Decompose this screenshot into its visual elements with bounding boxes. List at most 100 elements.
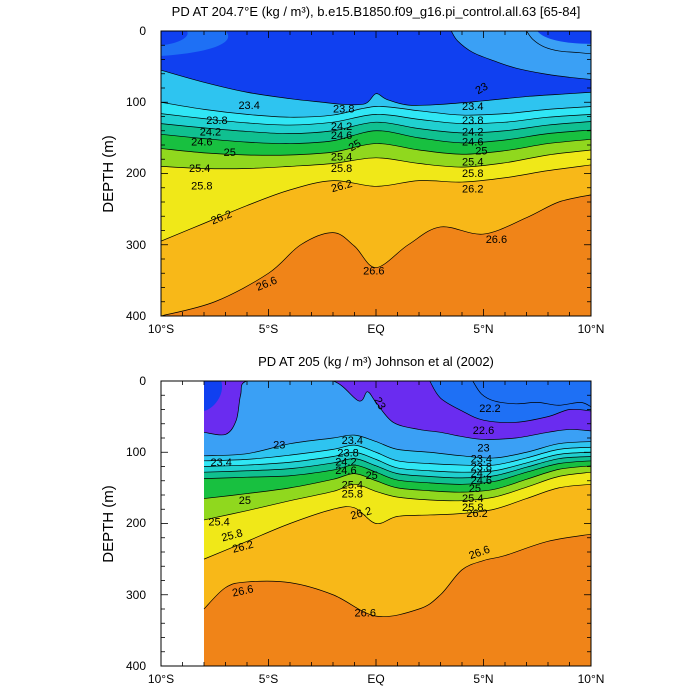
contour-label: 26.2 — [349, 505, 373, 522]
contour-line — [203, 483, 591, 560]
y-tick-label: 100 — [126, 95, 146, 109]
contour-label: 23.4 — [210, 457, 231, 469]
contour-line — [203, 381, 591, 440]
contour-line — [161, 164, 591, 242]
contour-label: 24.2 — [471, 468, 492, 480]
contour-label: 23 — [273, 439, 285, 451]
contour-line — [203, 451, 591, 473]
contour-label: 25.4 — [189, 163, 210, 175]
contour-label: 23 — [371, 395, 388, 412]
y-tick-label: 200 — [126, 516, 146, 530]
contour-label: 23.8 — [462, 115, 483, 127]
fill-layer — [161, 31, 591, 316]
contour-label: 24.2 — [331, 121, 352, 133]
contour-line — [450, 31, 591, 80]
contour-line — [161, 121, 591, 134]
density-band-fill — [161, 31, 188, 46]
contour-panel-model: PD AT 204.7°E (kg / m³), b.e15.B1850.f09… — [100, 4, 604, 336]
density-band-fill — [204, 381, 223, 411]
contour-label: 24.6 — [462, 136, 483, 148]
contour-label: 23.8 — [206, 115, 227, 127]
contour-label: 24.6 — [471, 475, 492, 487]
contour-label: 25.8 — [342, 489, 363, 501]
y-tick-label: 200 — [126, 166, 146, 180]
contour-label: 25 — [366, 470, 378, 482]
contour-label: 25.8 — [462, 168, 483, 180]
x-tick-label: 5°N — [473, 672, 493, 686]
x-tick-label: EQ — [367, 322, 384, 336]
x-tick-label: 5°S — [259, 322, 278, 336]
contour-label: 25 — [239, 495, 251, 507]
contour-label-layer: 22.222.623232323.423.423.423.823.824.224… — [208, 395, 500, 619]
contour-label: 24.2 — [200, 126, 221, 138]
fill-layer — [161, 381, 591, 666]
contour-label: 25.8 — [331, 163, 352, 175]
contour-label: 26.2 — [330, 178, 354, 195]
contour-label: 25.4 — [462, 493, 483, 505]
contour-label: 26.6 — [486, 234, 507, 246]
contour-label: 26.6 — [231, 583, 254, 599]
contour-line — [203, 471, 591, 521]
x-tick-label: 10°S — [148, 322, 174, 336]
contour-line — [161, 194, 591, 316]
y-tick-label: 400 — [126, 659, 146, 673]
axis-ticks — [160, 30, 592, 317]
contour-label: 26.6 — [363, 265, 384, 277]
contour-label: 25.4 — [462, 156, 483, 168]
x-tick-label: 5°N — [473, 322, 493, 336]
contour-line — [429, 381, 591, 423]
density-band-fill — [451, 31, 591, 316]
contour-line — [161, 138, 591, 156]
contour-label: 25.4 — [208, 516, 229, 528]
contour-label: 25 — [224, 147, 236, 159]
contour-line — [203, 434, 591, 459]
contour-label: 26.2 — [466, 508, 487, 520]
contour-label: 26.2 — [231, 539, 255, 556]
axis-ticks — [160, 380, 592, 667]
contour-label: 25.8 — [220, 527, 244, 544]
contour-label: 23.8 — [471, 462, 492, 474]
contour-label: 24.2 — [462, 126, 483, 138]
density-band-fill — [204, 534, 591, 666]
contour-label: 23.4 — [471, 454, 492, 466]
contour-label: 24.2 — [335, 457, 356, 469]
contour-label: 25.4 — [342, 479, 363, 491]
contour-line — [203, 456, 591, 479]
contour-label: 25.8 — [462, 502, 483, 514]
contour-label: 23.4 — [462, 101, 483, 113]
y-axis-label: DEPTH (m) — [100, 485, 117, 563]
contour-line-layer — [203, 381, 591, 618]
contour-label: 24.6 — [331, 130, 352, 142]
x-tick-label: 5°S — [259, 672, 278, 686]
density-band-fill — [537, 31, 591, 44]
contour-label: 23.8 — [337, 447, 358, 459]
contour-label: 26.2 — [462, 183, 483, 195]
y-tick-label: 0 — [139, 374, 146, 388]
panel-plot-area — [161, 381, 591, 666]
contour-panel-observed: PD AT 205 (kg / m³) Johnson et al (2002)… — [100, 354, 604, 686]
contour-line — [203, 465, 591, 499]
contour-line — [203, 460, 591, 485]
contour-label: 24.6 — [191, 136, 212, 148]
x-tick-label: 10°S — [148, 672, 174, 686]
contour-line — [203, 533, 591, 618]
contour-line — [472, 381, 591, 407]
contour-label-layer: 23.423.824.224.62525.425.826.226.623.824… — [189, 81, 507, 294]
y-tick-label: 0 — [139, 24, 146, 38]
contour-line — [161, 113, 591, 126]
panel-title-model: PD AT 204.7°E (kg / m³), b.e15.B1850.f09… — [172, 4, 581, 19]
contour-line — [161, 101, 591, 118]
contour-label: 24.6 — [335, 465, 356, 477]
y-axis-label: DEPTH (m) — [100, 135, 117, 213]
contour-label: 25 — [469, 483, 481, 495]
y-tick-label: 400 — [126, 309, 146, 323]
contour-line — [161, 149, 591, 170]
contour-label: 22.2 — [479, 403, 500, 415]
contour-label: 23.4 — [238, 100, 259, 112]
contour-label: 25.8 — [191, 181, 212, 193]
x-tick-label: EQ — [367, 672, 384, 686]
contour-label: 23 — [477, 442, 489, 454]
y-tick-label: 300 — [126, 588, 146, 602]
contour-label: 23 — [474, 81, 491, 98]
